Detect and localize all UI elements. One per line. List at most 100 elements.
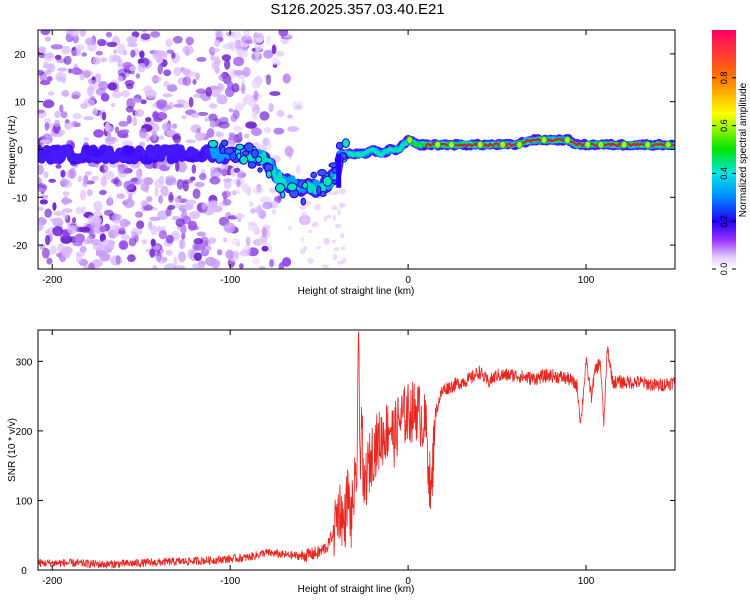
spectrogram-noise-blob (165, 249, 173, 256)
spectrogram-noise-blob (83, 174, 88, 186)
spectrogram-noise-blob (173, 256, 178, 267)
spectrogram-noise-blob (39, 199, 48, 205)
spectrogram-noise-blob (221, 168, 228, 177)
spectrogram-noise-blob (187, 220, 198, 231)
spectrogram-noise-blob (95, 50, 104, 56)
spectrogram-noise-blob (129, 65, 137, 72)
spectrogram-noise-blob (74, 122, 81, 128)
spectrogram-noise-blob (117, 59, 123, 69)
spectrogram-y-tick-label: 20 (14, 50, 26, 61)
spectrogram-noise-blob (223, 222, 236, 234)
spectrogram-noise-blob (71, 94, 80, 100)
spectrogram-noise-blob (158, 135, 165, 140)
spectrogram-noise-blob (101, 111, 107, 121)
spectrogram-y-tick-label: -20 (13, 241, 28, 252)
spectrogram-noise-blob (314, 204, 321, 211)
spectrogram-noise-blob (101, 239, 112, 251)
spectrogram-noise-blob (216, 94, 228, 105)
spectrogram-noise-blob (269, 258, 274, 268)
spectrogram-noise-blob (184, 199, 197, 205)
spectrogram-noise-blob (100, 57, 107, 63)
spectrogram-noise-blob (192, 78, 197, 85)
spectrogram-noise-blob (44, 208, 52, 218)
spectrogram-noise-blob (176, 161, 187, 173)
spectrogram-noise-blob (83, 265, 91, 269)
spectrogram-track-blob (310, 171, 318, 179)
spectrogram-noise-blob (57, 75, 64, 81)
spectrogram-noise-blob (137, 62, 146, 73)
spectrogram-noise-blob (239, 263, 244, 269)
snr-x-ticks: -200 -100 0 100 (42, 330, 595, 587)
spectrogram-noise-blob (112, 228, 120, 238)
colorbar-tick-label: 0.6 (719, 119, 729, 132)
spectrogram-noise-blob (239, 250, 251, 257)
spectrogram-noise-blob (239, 179, 245, 188)
spectrogram-noise-blob (178, 251, 186, 263)
spectrogram-x-label: Height of straight line (km) (298, 286, 415, 297)
spectrogram-noise-blob (217, 249, 223, 256)
spectrogram-noise-blob (191, 263, 204, 269)
spectrogram-track-blob (316, 185, 322, 196)
spectrogram-noise-blob (252, 111, 258, 120)
spectrogram-noise-blob (47, 91, 55, 96)
spectrogram-noise-blob (130, 49, 136, 58)
spectrogram-noise-blob (332, 214, 336, 222)
spectrogram-noise-blob (139, 141, 146, 147)
snr-x-tick-label: 100 (578, 576, 595, 587)
spectrogram-noise-blob (100, 176, 107, 187)
spectrogram-noise-blob (109, 224, 121, 231)
spectrogram-noise-blob (81, 205, 86, 215)
spectrogram-noise-blob (132, 116, 138, 127)
spectrogram-noise-blob (299, 248, 306, 255)
spectrogram-noise-blob (110, 102, 116, 108)
spectrogram-noise-blob (337, 208, 341, 216)
spectrogram-noise-blob (99, 189, 107, 196)
spectrogram-noise-blob (92, 107, 99, 116)
spectrogram-noise-blob (59, 231, 71, 239)
spectrogram-noise-blob (218, 121, 230, 129)
spectrogram-noise-blob (103, 209, 114, 216)
spectrogram-noise-blob (295, 164, 302, 175)
snr-x-tick-label: -100 (220, 576, 240, 587)
spectrogram-noise-blob (332, 253, 338, 260)
spectrogram-noise-blob (123, 198, 135, 208)
spectrogram-noise-blob (48, 178, 57, 183)
spectrogram-noise-blob (261, 227, 268, 238)
spectrogram-noise-blob (208, 85, 220, 90)
spectrogram-noise-blob (69, 167, 77, 179)
spectrogram-noise-blob (38, 206, 45, 212)
spectrogram-noise-blob (74, 233, 85, 244)
spectrogram-noise-blob (173, 265, 186, 269)
spectrogram-track-node (447, 140, 455, 149)
spectrogram-noise-blob (52, 202, 57, 211)
spectrogram-track-node (540, 135, 548, 144)
spectrogram-noise-blob (62, 196, 69, 205)
spectrogram-noise-blob (110, 178, 119, 184)
spectrogram-noise-blob (245, 121, 257, 129)
spectrogram-noise-blob (155, 252, 164, 261)
spectrogram-noise-blob (248, 200, 254, 208)
spectrogram-noise-blob (271, 209, 277, 215)
spectrogram-noise-blob (242, 66, 251, 77)
spectrogram-noise-blob (338, 188, 346, 195)
spectrogram-noise-blob (63, 213, 69, 220)
spectrogram-noise-blob (161, 122, 171, 132)
spectrogram-noise-blob (100, 92, 110, 102)
spectrogram-noise-blob (44, 118, 52, 124)
spectrogram-x-ticks: -200 -100 0 100 (42, 30, 595, 286)
colorbar (712, 30, 736, 269)
spectrogram-noise-blob (50, 44, 63, 50)
spectrogram-noise-blob (165, 104, 172, 110)
spectrogram-noise-blob (38, 109, 45, 114)
spectrogram-noise-blob (132, 98, 141, 104)
spectrogram-noise-blob (154, 186, 159, 197)
spectrogram-noise-blob (287, 114, 293, 119)
spectrogram-noise-blob (308, 230, 313, 234)
colorbar-ticks: 0.0 0.2 0.4 0.6 0.8 (712, 72, 736, 275)
spectrogram-noise-blob (145, 89, 157, 99)
spectrogram-noise-blob (216, 31, 221, 39)
spectrogram-noise-blob (209, 120, 216, 128)
spectrogram-track-layer (38, 134, 675, 206)
spectrogram-noise-blob (265, 74, 272, 86)
